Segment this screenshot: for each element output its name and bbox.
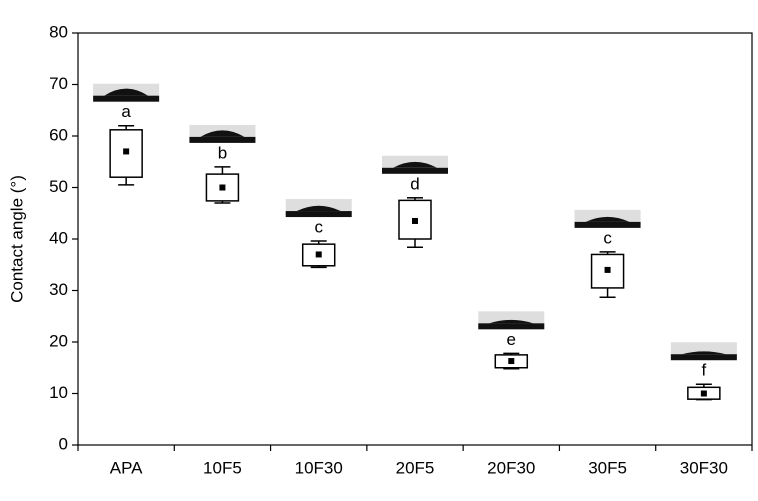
mean-marker <box>700 390 707 397</box>
y-tick-label: 20 <box>49 331 68 350</box>
y-tick-label: 50 <box>49 177 68 196</box>
x-tick-label: 30F5 <box>588 458 627 477</box>
mean-marker <box>412 217 418 224</box>
droplet <box>200 130 245 137</box>
x-tick-label: 20F5 <box>396 458 435 477</box>
y-axis-label: Contact angle (°) <box>7 175 26 303</box>
mean-marker <box>604 266 611 273</box>
y-tick-label: 0 <box>59 434 68 453</box>
y-tick-label: 30 <box>49 280 68 299</box>
group-letter: e <box>507 330 516 349</box>
x-tick-label: APA <box>110 458 143 477</box>
droplet-surface <box>382 167 448 174</box>
mean-marker <box>315 251 322 258</box>
y-tick-label: 70 <box>49 74 68 93</box>
droplet <box>585 216 630 222</box>
droplet-surface <box>478 323 545 330</box>
x-tick-label: 10F30 <box>295 458 343 477</box>
droplet <box>296 205 341 212</box>
y-tick-label: 80 <box>49 22 68 41</box>
droplet <box>104 88 149 96</box>
droplet-surface <box>93 95 160 102</box>
mean-marker <box>123 148 130 155</box>
group-letter: c <box>314 218 323 237</box>
group-letter: b <box>218 143 227 162</box>
mean-marker <box>508 358 515 365</box>
y-tick-label: 60 <box>49 125 68 144</box>
droplet <box>393 161 437 168</box>
x-tick-label: 10F5 <box>203 458 242 477</box>
y-tick-label: 10 <box>49 383 68 402</box>
droplet-surface <box>189 136 256 143</box>
group-letter: d <box>410 174 419 193</box>
droplet <box>681 351 726 355</box>
mean-marker <box>219 184 226 191</box>
group-letter: c <box>603 228 612 247</box>
y-tick-label: 40 <box>49 228 68 247</box>
droplet <box>489 319 534 324</box>
droplet-surface <box>574 221 641 228</box>
x-tick-label: 30F30 <box>680 458 728 477</box>
x-tick-label: 20F30 <box>487 458 535 477</box>
droplet-surface <box>285 211 352 218</box>
group-letter: a <box>121 102 131 121</box>
group-letter: f <box>701 361 706 380</box>
droplet-surface <box>670 354 737 361</box>
